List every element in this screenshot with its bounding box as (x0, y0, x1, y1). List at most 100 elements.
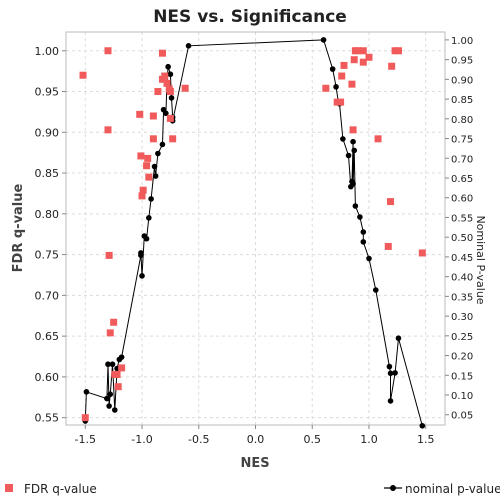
fdr-q-value-series (79, 47, 426, 422)
p-value-point (350, 181, 356, 187)
fdr-point (337, 98, 345, 106)
p-value-point (152, 173, 159, 179)
p-value-point (387, 370, 394, 377)
fdr-point (81, 414, 89, 422)
p-value-point (109, 361, 116, 368)
p-value-point (386, 363, 393, 370)
fdr-point (138, 192, 146, 200)
p-value-point (104, 395, 110, 402)
x-tick-label: -1.0 (131, 433, 152, 446)
p-value-point (333, 84, 339, 90)
p-value-point (163, 110, 169, 117)
fdr-point (349, 126, 357, 134)
fdr-point (348, 80, 356, 88)
p-value-point (138, 250, 144, 256)
p-value-point (366, 255, 372, 262)
p-value-point (151, 163, 158, 170)
fdr-point (104, 47, 112, 55)
p-value-point (350, 138, 356, 145)
fdr-point (322, 84, 330, 92)
legend-fdr-label: FDR q-value (24, 482, 97, 496)
fdr-point (394, 47, 402, 55)
y-tick-label: 0.60 (35, 371, 60, 384)
p-value-point (139, 273, 145, 279)
y-tick-label: 0.65 (35, 330, 60, 343)
fdr-point (169, 135, 177, 143)
fdr-point (384, 242, 392, 250)
x-tick-label: 0.0 (247, 433, 265, 446)
fdr-point (354, 47, 362, 55)
fdr-point (181, 84, 189, 92)
p-value-point (143, 235, 150, 242)
p-value-point (360, 239, 367, 245)
p-value-point (352, 203, 359, 209)
y-tick-label: 0.95 (35, 86, 60, 99)
p-value-point (329, 66, 336, 72)
fdr-point (139, 186, 147, 194)
right-y-tick-label: 0.50 (451, 233, 473, 244)
p-value-point (146, 215, 152, 221)
p-value-point (118, 354, 125, 360)
fdr-point (114, 383, 122, 391)
right-y-tick-label: 0.30 (451, 312, 473, 323)
fdr-point (166, 114, 174, 122)
right-y-axis-title: Nominal P-value (474, 215, 487, 304)
p-value-point (111, 407, 118, 413)
fdr-point (137, 152, 145, 160)
p-value-point (107, 391, 114, 398)
fdr-point (338, 72, 346, 80)
legend-pvalue-marker (390, 485, 396, 491)
p-value-point (351, 147, 358, 154)
p-value-point (167, 71, 174, 78)
x-axis-title: NES (240, 456, 269, 471)
y-tick-label: 0.75 (35, 249, 60, 262)
fdr-point (149, 135, 157, 143)
p-value-point (395, 335, 402, 341)
fdr-point (79, 71, 87, 79)
right-y-tick-label: 0.25 (451, 332, 473, 343)
x-tick-label: 1.5 (417, 433, 435, 446)
x-tick-label: -1.5 (75, 433, 96, 446)
right-y-tick-label: 0.15 (451, 371, 473, 382)
p-value-point (387, 398, 394, 404)
fdr-point (149, 112, 157, 120)
fdr-point (365, 53, 373, 61)
p-value-point (155, 150, 161, 157)
fdr-point (374, 135, 382, 143)
y-tick-label: 1.00 (35, 45, 60, 58)
y-axis-title: FDR q-value (11, 183, 26, 272)
p-value-line (84, 39, 423, 426)
right-y-tick-label: 1.00 (451, 36, 473, 47)
p-value-point (165, 63, 171, 70)
y-tick-label: 0.55 (35, 412, 60, 425)
x-tick-label: -0.5 (188, 433, 209, 446)
p-value-point (360, 229, 367, 235)
y-tick-label: 0.80 (35, 208, 60, 221)
x-tick-label: 1.0 (360, 433, 378, 446)
chart-title: NES vs. Significance (153, 7, 347, 27)
right-y-tick-label: 0.80 (451, 115, 473, 126)
p-value-point (106, 403, 112, 409)
right-y-tick-label: 0.05 (451, 411, 473, 422)
x-tick-label: 0.5 (303, 433, 321, 446)
fdr-point (388, 62, 396, 70)
fdr-point (143, 162, 151, 170)
y-tick-label: 0.90 (35, 126, 60, 139)
p-value-point (340, 136, 346, 142)
p-value-point (357, 214, 363, 220)
fdr-point (387, 198, 395, 206)
right-y-tick-label: 0.60 (451, 194, 473, 205)
legend-fdr-marker (5, 484, 13, 492)
y-tick-label: 0.85 (35, 167, 60, 180)
fdr-point (104, 126, 112, 134)
right-y-axis-ticks: 0.05 0.10 0.15 0.20 0.25 0.30 0.35 0.40 0.45 0.50… (445, 36, 473, 422)
p-value-point (105, 361, 111, 368)
p-value-point (168, 95, 175, 101)
p-value-point (392, 370, 398, 376)
legend-pvalue-label: nominal p-value (405, 482, 500, 496)
right-y-tick-label: 0.45 (451, 253, 473, 264)
fdr-point (110, 318, 118, 326)
fdr-point (113, 370, 121, 378)
fdr-point (106, 329, 114, 337)
